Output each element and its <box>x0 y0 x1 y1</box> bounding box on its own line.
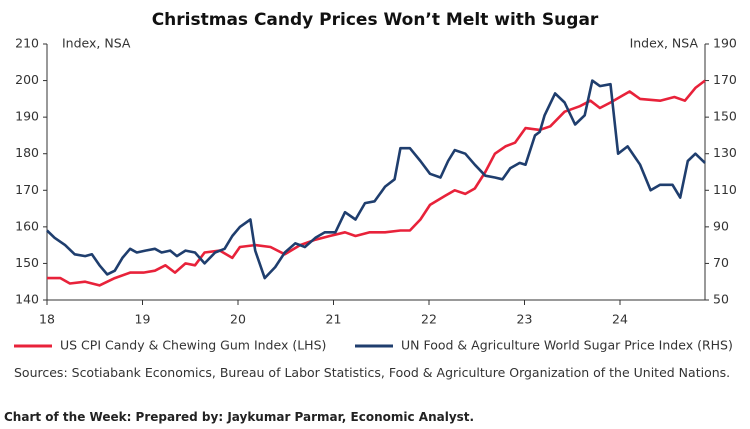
y2-tick-label: 90 <box>713 218 729 233</box>
x-tick-label: 22 <box>421 312 437 327</box>
y-tick-label: 140 <box>15 292 39 307</box>
footer: Chart of the Week: Prepared by: Jaykumar… <box>4 410 475 424</box>
y2-tick-label: 50 <box>713 292 729 307</box>
y-tick-label: 200 <box>15 72 39 87</box>
y2-tick-label: 190 <box>713 36 737 51</box>
y-tick-label: 190 <box>15 109 39 124</box>
y-tick-label: 160 <box>15 218 39 233</box>
y-tick-label: 170 <box>15 182 39 197</box>
x-tick-label: 18 <box>39 312 55 327</box>
y2-tick-label: 130 <box>713 145 737 160</box>
series-line <box>47 79 706 287</box>
chart-title: Christmas Candy Prices Won’t Melt with S… <box>152 10 599 30</box>
legend-label: UN Food & Agriculture World Sugar Price … <box>401 338 733 353</box>
series-line <box>46 79 706 280</box>
source-note: Sources: Scotiabank Economics, Bureau of… <box>14 365 731 380</box>
x-tick-label: 23 <box>517 312 533 327</box>
y2-tick-label: 170 <box>713 72 737 87</box>
y-tick-label: 210 <box>15 36 39 51</box>
y-axis-label: Index, NSA <box>62 36 131 51</box>
x-tick-label: 21 <box>326 312 342 327</box>
y-tick-label: 150 <box>15 255 39 270</box>
x-tick-label: 24 <box>612 312 628 327</box>
x-tick-label: 19 <box>135 312 151 327</box>
legend-label: US CPI Candy & Chewing Gum Index (LHS) <box>60 338 326 353</box>
y2-tick-label: 110 <box>713 182 737 197</box>
y2-tick-label: 150 <box>713 109 737 124</box>
y2-axis-label: Index, NSA <box>630 36 699 51</box>
y2-tick-label: 70 <box>713 255 729 270</box>
x-tick-label: 20 <box>230 312 246 327</box>
y-tick-label: 180 <box>15 145 39 160</box>
